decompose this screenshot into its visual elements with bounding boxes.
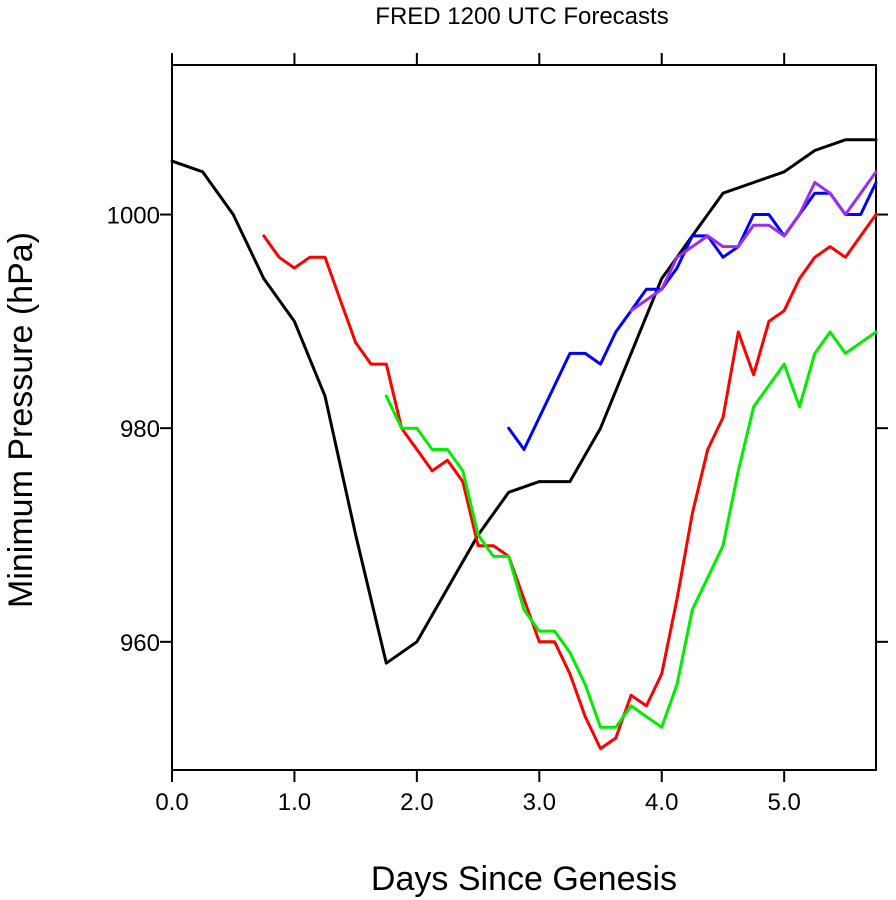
x-tick-label: 5.0 — [767, 789, 800, 816]
x-tick-label: 0.0 — [155, 789, 188, 816]
series-line-2 — [262, 213, 878, 751]
x-tick-label: 1.0 — [278, 789, 311, 816]
series-lines — [170, 138, 878, 751]
y-axis-label: Minimum Pressure (hPa) — [2, 232, 40, 608]
x-tick-label: 2.0 — [400, 789, 433, 816]
plot-frame — [171, 64, 877, 771]
y-tick-label: 960 — [120, 630, 160, 657]
series-line-1 — [170, 138, 878, 665]
y-tick-label: 980 — [120, 416, 160, 443]
x-tick-label: 4.0 — [645, 789, 678, 816]
x-tick-label: 3.0 — [523, 789, 556, 816]
y-tick-label: 1000 — [107, 203, 160, 230]
tick-marks — [160, 53, 888, 782]
chart-title: FRED 1200 UTC Forecasts — [375, 3, 668, 30]
x-axis-label: Days Since Genesis — [371, 860, 677, 898]
series-line-4 — [507, 181, 878, 451]
series-line-3 — [384, 330, 878, 729]
series-line-5 — [629, 170, 878, 313]
tick-labels: 0.0 1.0 2.0 3.0 4.0 5.0 960 980 1000 — [107, 203, 801, 816]
